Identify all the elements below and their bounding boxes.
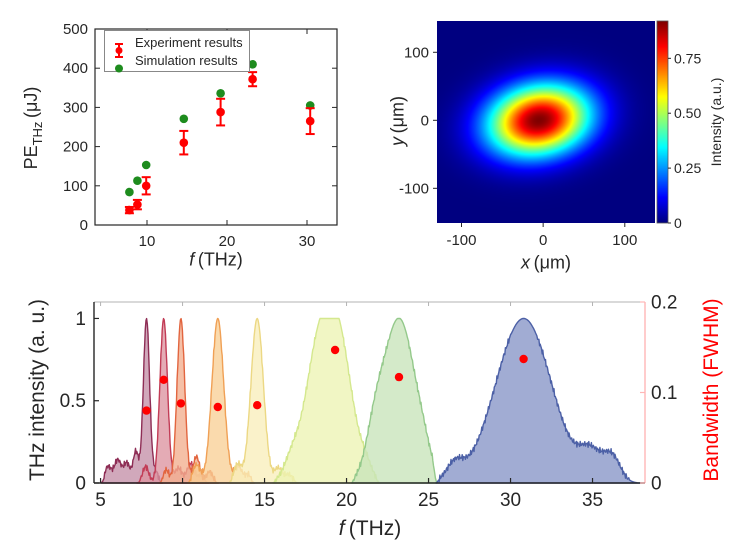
- spectrum-peak-7.8THz: [100, 317, 164, 484]
- experiment-point: [141, 181, 151, 191]
- tick-label: 30: [299, 233, 316, 250]
- simulation-point: [216, 89, 225, 98]
- tick-label: 1: [75, 309, 86, 330]
- legend-label-experiment: Experiment results: [135, 34, 243, 50]
- tick-label: 0: [674, 215, 682, 231]
- tick-label: 0.25: [674, 160, 701, 176]
- legend-item-simulation: Simulation results: [111, 51, 243, 73]
- simulation-point: [133, 176, 142, 185]
- tick-label: 0.1: [651, 383, 677, 404]
- experiment-point: [125, 205, 134, 215]
- tick-label: 100: [612, 232, 637, 249]
- tick-label: 0.75: [674, 50, 701, 66]
- tick-label: -100: [399, 180, 429, 197]
- tick-label: 400: [63, 60, 88, 77]
- spectrum-peak-30.8THz: [435, 317, 641, 484]
- spectra-y-axis-label-right: Bandwidth (FWHM): [700, 298, 723, 482]
- tick-label: 0.50: [674, 105, 701, 121]
- bandwidth-point: [394, 372, 404, 382]
- simulation-point: [141, 160, 151, 170]
- tick-label: 0.5: [60, 391, 86, 412]
- colorbar-label: Intensity (a.u.): [708, 77, 724, 167]
- tick-label: 100: [63, 178, 88, 195]
- tick-label: 300: [63, 99, 88, 116]
- tick-label: 0: [75, 474, 86, 495]
- tick-label: -100: [446, 232, 476, 249]
- tick-label: 500: [63, 21, 88, 38]
- spectra-x-axis-label: f (THz): [338, 517, 402, 540]
- tick-label: 100: [404, 44, 429, 61]
- experiment-point: [216, 107, 225, 117]
- tick-label: 0: [80, 217, 88, 234]
- legend-label-simulation: Simulation results: [135, 52, 238, 68]
- scatter-x-axis-label: f (THz): [189, 249, 243, 270]
- bandwidth-point: [159, 375, 168, 384]
- tick-label: 30: [500, 490, 521, 511]
- tick-label: 200: [63, 139, 88, 156]
- colorbar-frame: [656, 20, 669, 224]
- spectrum-peak-23.2THz: [350, 317, 438, 484]
- tick-label: 25: [418, 490, 439, 511]
- tick-label: 0: [539, 232, 547, 249]
- spectrum-peak-19.3THz: [272, 317, 380, 484]
- bandwidth-point: [213, 402, 222, 412]
- simulation-point: [248, 60, 257, 69]
- tick-label: 0: [651, 474, 662, 495]
- tick-label: 10: [139, 233, 156, 250]
- legend-item-experiment: Experiment results: [111, 33, 243, 58]
- beam-y-axis-label: y (μm): [387, 96, 408, 146]
- beam-axes: -100 0 100 -100 0 100 0 0.25 0.50 0.75: [399, 20, 701, 249]
- bandwidth-point: [176, 399, 186, 408]
- experiment-point: [179, 138, 189, 147]
- tick-label: 20: [219, 233, 236, 250]
- spectra-y-axis-label-left: THz intensity (a. u.): [26, 298, 49, 482]
- tick-label: 15: [254, 490, 275, 511]
- tick-label: 10: [172, 490, 193, 511]
- plot-box: [94, 28, 338, 226]
- beam-x-axis-label: x (μm): [521, 252, 571, 273]
- tick-label: 20: [336, 490, 357, 511]
- beam-intensity-heatmap: [437, 21, 655, 223]
- bandwidth-point: [142, 406, 151, 415]
- experiment-point: [133, 200, 142, 209]
- tick-label: 0: [421, 112, 429, 129]
- experiment-point: [248, 74, 257, 84]
- scatter-y-axis-label: PETHz (μJ): [21, 86, 45, 170]
- bandwidth-point: [330, 345, 340, 355]
- experiment-point: [305, 116, 315, 126]
- tick-label: 5: [95, 490, 106, 511]
- colorbar: [657, 21, 668, 223]
- legend: Experiment results Simulation results: [104, 30, 250, 73]
- bandwidth-point: [519, 354, 528, 364]
- simulation-point: [179, 114, 189, 124]
- tick-label: 35: [582, 490, 603, 511]
- tick-label: 0.2: [651, 293, 677, 314]
- bandwidth-point: [253, 401, 262, 410]
- simulation-point: [125, 187, 134, 197]
